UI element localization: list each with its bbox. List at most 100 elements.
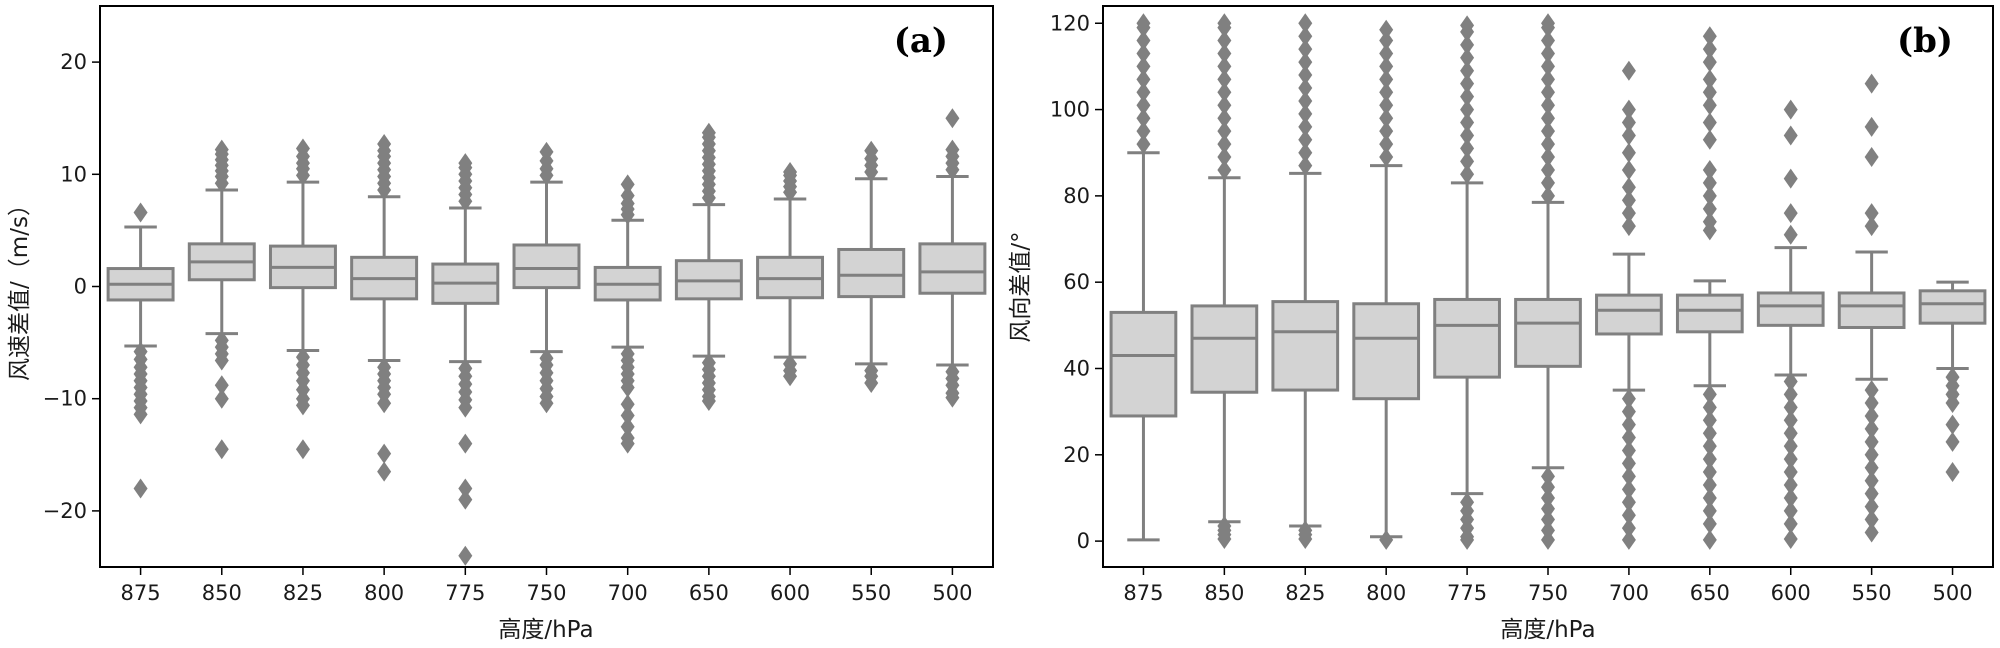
- panel-b-ytick-label: 60: [1063, 270, 1090, 294]
- box-iqr: [1271, 300, 1340, 392]
- outlier-point: [1621, 529, 1636, 550]
- box-iqr: [1190, 304, 1259, 394]
- outlier-point: [1541, 147, 1555, 168]
- panel-b-xtick-label: 750: [1528, 581, 1568, 605]
- outlier-point: [1864, 116, 1879, 137]
- outlier-point: [1217, 528, 1232, 549]
- outlier-point: [1298, 39, 1313, 60]
- panel-a-xtick-label: 875: [121, 581, 161, 605]
- outlier-point: [1217, 82, 1232, 103]
- outlier-point: [1783, 410, 1798, 431]
- panel-b-box-650: [1675, 26, 1744, 550]
- outlier-point: [1298, 52, 1313, 73]
- outlier-point: [620, 433, 635, 454]
- outlier-point: [1541, 108, 1555, 129]
- outlier-point: [1702, 26, 1717, 47]
- panel-b-ytick-label: 100: [1050, 98, 1090, 122]
- outlier-point: [1702, 410, 1717, 431]
- panel-b-box-750: [1514, 13, 1582, 550]
- panel-b-ytick-label: 80: [1063, 184, 1090, 208]
- outlier-point: [1136, 108, 1151, 129]
- outlier-point: [1379, 529, 1394, 550]
- outlier-point: [620, 174, 635, 195]
- panel-a-box-775: [431, 153, 500, 566]
- outlier-point: [1379, 147, 1394, 168]
- outlier-point: [1541, 172, 1555, 193]
- panel-b-ytick-label: 0: [1077, 529, 1090, 553]
- panel-b-box-550: [1837, 73, 1906, 543]
- outlier-point: [1783, 449, 1798, 470]
- outlier-point: [1702, 129, 1717, 150]
- outlier-point: [1783, 436, 1798, 457]
- panel-b: 0 20 40 60 80 100 120 875 850 825 800 775 750 700 650 6…: [1008, 5, 1994, 643]
- outlier-point: [1783, 513, 1798, 534]
- outlier-point: [1864, 380, 1879, 401]
- outlier-point: [133, 202, 148, 223]
- outlier-point: [133, 404, 148, 425]
- panel-a-xtick-label: 850: [202, 581, 242, 605]
- outlier-point: [1217, 13, 1232, 34]
- box-iqr: [918, 242, 987, 295]
- outlier-point: [1621, 427, 1636, 448]
- outlier-point: [1136, 56, 1151, 77]
- box-iqr: [1433, 297, 1501, 379]
- outlier-point: [1702, 487, 1717, 508]
- outlier-point: [1864, 470, 1879, 491]
- panel-b-xtick-label: 800: [1366, 581, 1406, 605]
- outlier-point: [1702, 185, 1717, 206]
- panel-a-xtick-label: 550: [851, 581, 891, 605]
- panel-a-tag: (a): [894, 21, 948, 61]
- outlier-point: [1783, 99, 1798, 120]
- panel-b-box-700: [1595, 60, 1663, 550]
- outlier-point: [1702, 82, 1717, 103]
- panel-b-plot: 0 20 40 60 80 100 120 875 850 825 800 775 750 700 650 6…: [1050, 11, 1987, 605]
- outlier-point: [1298, 26, 1313, 47]
- outlier-point: [1864, 216, 1879, 237]
- panel-a-xtick-label: 825: [283, 581, 323, 605]
- outlier-point: [1945, 393, 1960, 414]
- outlier-point: [1541, 134, 1555, 155]
- outlier-point: [1621, 479, 1636, 500]
- box-iqr: [1837, 291, 1906, 329]
- outlier-point: [295, 395, 310, 416]
- outlier-point: [1460, 73, 1475, 94]
- panel-a-xtick-label: 650: [689, 581, 729, 605]
- outlier-point: [1702, 69, 1717, 90]
- outlier-point: [1136, 95, 1151, 116]
- panel-a: −20 −10 0 10 20 875 850 825 800 775 750 700 650 600 55…: [7, 5, 994, 643]
- outlier-point: [1217, 43, 1232, 64]
- outlier-point: [1621, 125, 1636, 146]
- panel-a-box-750: [512, 141, 581, 414]
- panel-a-xtick-label: 500: [932, 581, 972, 605]
- outlier-point: [1621, 142, 1636, 163]
- outlier-point: [620, 377, 635, 398]
- panel-b-ylabel: 风向差值/°: [1008, 231, 1034, 342]
- outlier-point: [1864, 73, 1879, 94]
- outlier-point: [214, 375, 229, 396]
- panel-b-ytick-label: 20: [1063, 443, 1090, 467]
- outlier-point: [1460, 34, 1475, 55]
- panel-a-ytick-label: 20: [60, 50, 87, 74]
- outlier-point: [1541, 95, 1555, 116]
- outlier-point: [1379, 108, 1394, 129]
- outlier-point: [1864, 431, 1879, 452]
- outlier-point: [1217, 108, 1232, 129]
- outlier-point: [458, 489, 473, 510]
- outlier-point: [1621, 492, 1636, 513]
- outlier-point: [214, 388, 229, 409]
- outlier-point: [214, 439, 229, 460]
- panel-a-box-600: [756, 162, 825, 387]
- outlier-point: [1783, 168, 1798, 189]
- outlier-point: [1702, 384, 1717, 405]
- outlier-point: [1783, 125, 1798, 146]
- outlier-point: [1864, 457, 1879, 478]
- panel-b-box-850: [1190, 13, 1259, 549]
- panel-a-xlabel: 高度/hPa: [498, 617, 593, 643]
- outlier-point: [1783, 500, 1798, 521]
- outlier-point: [1864, 483, 1879, 504]
- outlier-point: [1379, 95, 1394, 116]
- outlier-point: [1702, 529, 1717, 550]
- panel-a-xtick-label: 600: [770, 581, 810, 605]
- outlier-point: [1136, 121, 1151, 142]
